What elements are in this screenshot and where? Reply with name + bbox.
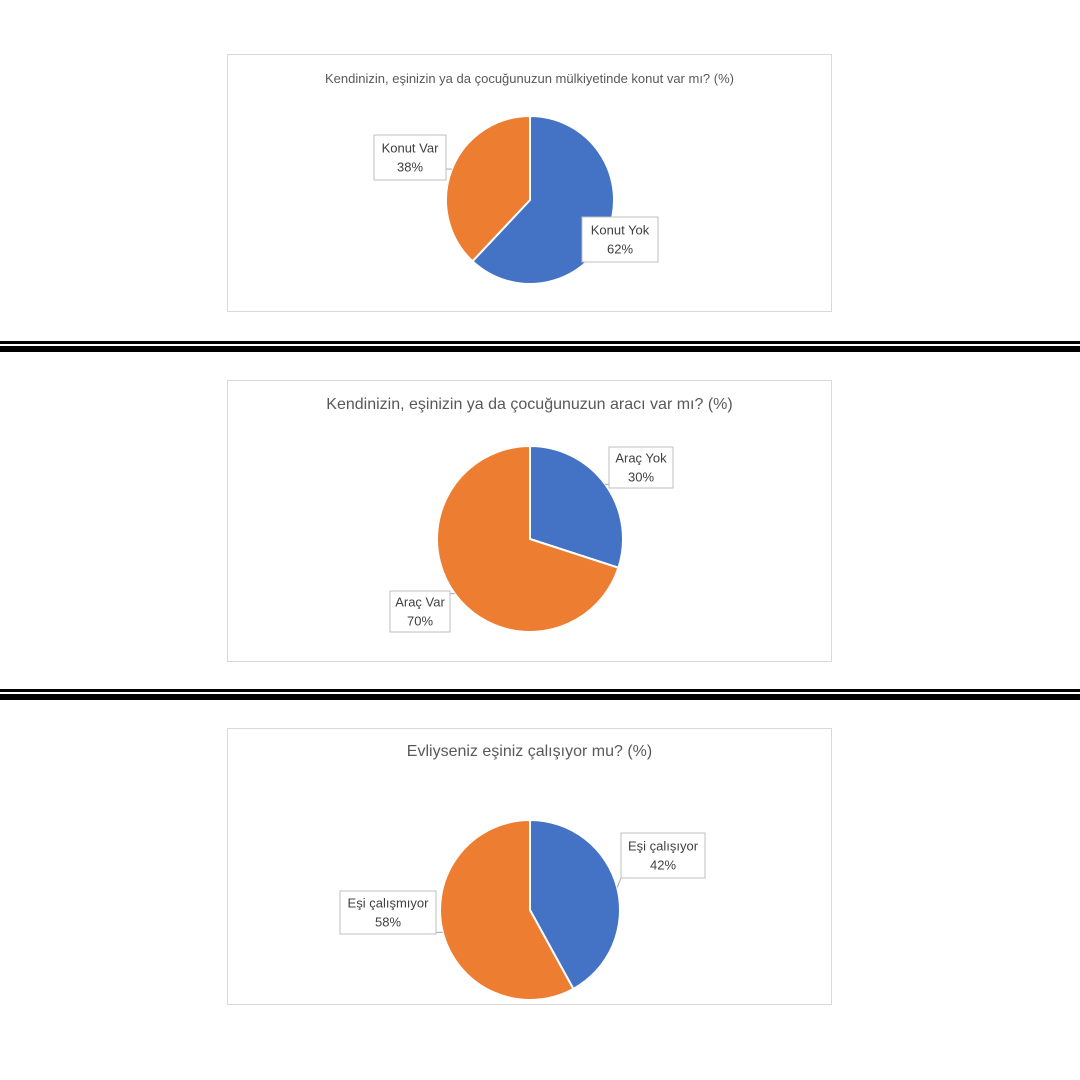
divider-1 [0,341,1080,352]
data-label-box [581,216,659,263]
leader-line [616,877,622,888]
data-label-box [373,134,447,181]
pie-slice-1 [529,818,621,991]
chart-title: Kendinizin, eşinizin ya da çocuğunuzun m… [325,71,734,86]
chart-panel-3: Evliyseniz eşiniz çalışıyor mu? (%) Eşi … [227,728,832,1005]
data-label-value: 62% [607,242,633,257]
pie-chart-3: Eşi çalışıyor 42% Eşi çalışmıyor 58% [339,818,706,1001]
data-label-box [608,446,674,489]
data-label-1: Araç Yok 30% [608,446,674,489]
data-label-2: Konut Var 38% [373,134,447,181]
chart-panel-2: Kendinizin, eşinizin ya da çocuğunuzun a… [227,380,832,662]
data-label-1: Eşi çalışıyor 42% [620,832,706,879]
data-label-2: Eşi çalışmıyor 58% [339,890,437,935]
data-label-value: 70% [407,614,433,629]
data-label-category: Konut Var [382,141,440,156]
pie-slice-2 [436,444,620,633]
data-label-value: 58% [375,915,401,930]
data-label-1: Konut Yok 62% [581,216,659,263]
data-label-category: Araç Yok [615,451,667,466]
data-label-value: 38% [397,160,423,175]
pie-slice-2 [445,114,531,263]
data-label-box [389,590,451,633]
data-label-category: Eşi çalışıyor [628,839,699,854]
data-label-value: 30% [628,470,654,485]
chart-title: Evliyseniz eşiniz çalışıyor mu? (%) [406,743,653,760]
data-label-category: Eşi çalışmıyor [348,896,430,911]
data-label-2: Araç Var 70% [389,590,451,633]
chart-title: Kendinizin, eşinizin ya da çocuğunuzun a… [326,396,733,413]
data-label-category: Konut Yok [591,223,650,238]
pie-slice-2 [439,818,575,1001]
data-label-box [620,832,706,879]
divider-2 [0,689,1080,700]
data-label-box [339,890,437,935]
chart-panel-1: Kendinizin, eşinizin ya da çocuğunuzun m… [227,54,832,312]
pie-chart-1: Konut Yok 62% Konut Var 38% [373,114,659,285]
data-label-category: Araç Var [395,595,445,610]
pie-chart-2: Araç Yok 30% Araç Var 70% [389,444,674,633]
data-label-value: 42% [650,858,676,873]
